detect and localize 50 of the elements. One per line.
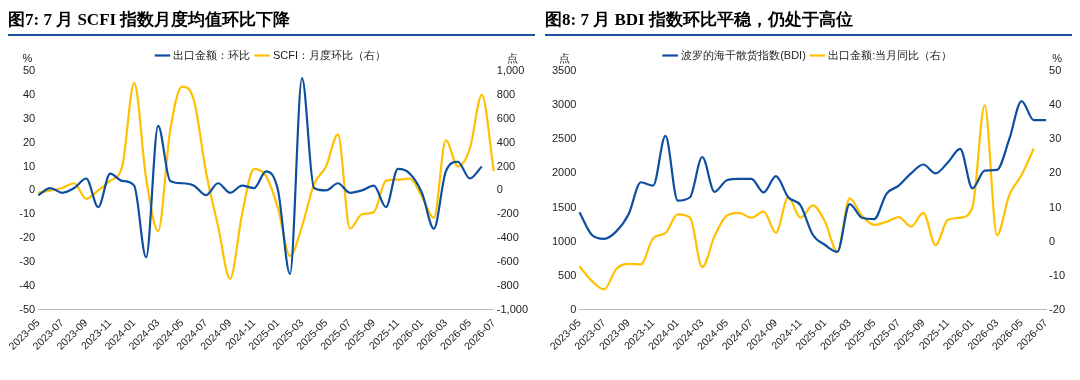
y2-axis-title: 点 — [506, 52, 518, 65]
legend-label: SCFI：月度环比（右） — [272, 48, 387, 61]
y2-tick-label: 50 — [1049, 64, 1062, 77]
chart-title: 图8: 7 月 BDI 指数环比平稳，仍处于高位 — [545, 8, 1072, 36]
y2-tick-label: -800 — [496, 278, 519, 291]
y-tick-label: 3500 — [551, 64, 577, 77]
line-series — [578, 104, 1035, 291]
y-tick-label: 0 — [570, 302, 577, 315]
y-tick-label: 3000 — [551, 98, 577, 111]
y2-tick-label: 30 — [1049, 132, 1062, 145]
y-tick-label: 1500 — [551, 200, 577, 213]
y2-tick-label: 40 — [1049, 98, 1062, 111]
y2-tick-label: 600 — [496, 111, 516, 124]
y2-tick-label: -10 — [1049, 268, 1066, 281]
legend-label: 波罗的海干散货指数(BDI) — [681, 48, 806, 61]
y-tick-label: -20 — [19, 231, 36, 244]
y-tick-label: 50 — [23, 64, 36, 77]
y2-tick-label: 400 — [496, 135, 516, 148]
legend-label: 出口金额：环比 — [173, 48, 251, 61]
y2-tick-label: -200 — [496, 207, 519, 220]
y-tick-label: 10 — [23, 159, 36, 172]
chart-title: 图7: 7 月 SCFI 指数月度均值环比下降 — [8, 8, 535, 36]
y-tick-label: 0 — [29, 183, 36, 196]
line-series — [578, 99, 1048, 253]
y-tick-label: 40 — [23, 87, 36, 100]
y-tick-label: 2000 — [551, 166, 577, 179]
y-tick-label: -10 — [19, 207, 36, 220]
legend-label: 出口金额:当月同比（右） — [828, 48, 953, 61]
y-tick-label: -50 — [19, 302, 36, 315]
y2-tick-label: -1,000 — [496, 302, 529, 315]
y2-tick-label: -600 — [496, 255, 519, 268]
y2-tick-label: -20 — [1049, 302, 1066, 315]
y-tick-label: -40 — [19, 278, 36, 291]
y2-tick-label: 1,000 — [496, 64, 525, 77]
y2-tick-label: 0 — [1049, 234, 1056, 247]
y2-tick-label: 10 — [1049, 200, 1062, 213]
y-tick-label: 20 — [23, 135, 36, 148]
y-axis-title: % — [22, 52, 33, 65]
y-tick-label: 500 — [558, 268, 577, 281]
y-tick-label: 1000 — [551, 234, 577, 247]
y-tick-label: 30 — [23, 111, 36, 124]
y2-tick-label: 20 — [1049, 166, 1062, 179]
y2-tick-label: 0 — [496, 183, 503, 196]
y2-axis-title: % — [1052, 52, 1063, 65]
y-tick-label: -30 — [19, 255, 36, 268]
y-axis-title: 点 — [558, 52, 570, 65]
y-tick-label: 2500 — [551, 132, 577, 145]
y2-tick-label: 200 — [496, 159, 516, 172]
y2-tick-label: -400 — [496, 231, 519, 244]
y2-tick-label: 800 — [496, 87, 516, 100]
